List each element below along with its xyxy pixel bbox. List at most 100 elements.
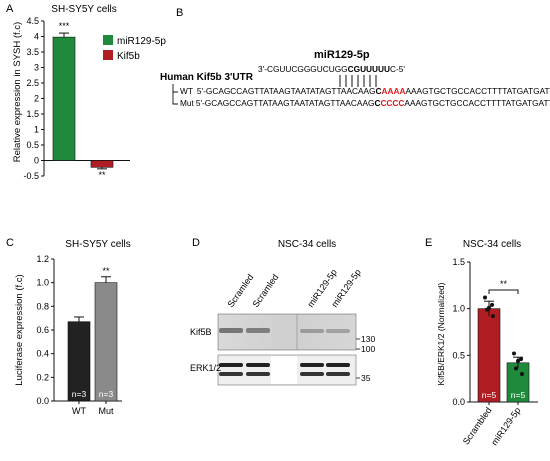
mut-seq-site: CCCC bbox=[380, 98, 404, 108]
panel-a-sig-2: ** bbox=[98, 170, 106, 180]
kif5b-band-lane-2 bbox=[246, 328, 270, 333]
mirna-seq-prefix: 3'-CGUUCGGGUCUGG bbox=[258, 64, 348, 74]
panel-c-n-label-1: n=3 bbox=[72, 389, 87, 399]
panel-e-n-label-1: n=5 bbox=[482, 390, 497, 400]
wt-seq-prefix: 5'-GCAGCCAGTTATAAGTAATATAGTTAACAAG bbox=[197, 86, 376, 96]
marker-130-label: 130 bbox=[361, 334, 375, 344]
mut-seq-prefix: 5'-GCAGCCAGTTATAAGTAATATAGTTAACAAG bbox=[196, 98, 375, 108]
wt-label: WT bbox=[180, 86, 193, 96]
panel-e-title: NSC-34 cells bbox=[463, 239, 521, 250]
panel-c-y-tick-label: 1.2 bbox=[36, 254, 49, 264]
panel-c-y-tick-label: 0.8 bbox=[36, 301, 49, 311]
panel-a-y-tick-label: 2 bbox=[34, 94, 39, 104]
panel-e-point-1-1 bbox=[483, 295, 487, 300]
mut-label: Mut bbox=[180, 98, 195, 108]
kif5b-band-lane-1 bbox=[219, 328, 243, 333]
pairing-ticks bbox=[339, 75, 377, 87]
panel-e-point-2-2 bbox=[519, 357, 523, 362]
panel-d-western-blot: NSC-34 cells Scramled Scramled miR129-5p… bbox=[190, 239, 375, 386]
panel-e-point-2-4 bbox=[520, 372, 524, 376]
panel-c-y-tick-label: 0.6 bbox=[36, 325, 49, 335]
panel-e-x-tick-label-2: miR129-5p bbox=[489, 405, 522, 447]
panel-e-y-tick-label: 0.5 bbox=[452, 350, 465, 360]
panel-a-y-tick-label: 0.5 bbox=[26, 140, 39, 150]
panel-e-x-tick-label-1: Scrambled bbox=[461, 405, 494, 446]
panel-letter-a: A bbox=[6, 3, 14, 15]
utr-title: Human Kif5b 3'UTR bbox=[160, 72, 254, 83]
mut-sequence-row: Mut 5'-GCAGCCAGTTATAAGTAATATAGTTAACAAG CCC… bbox=[180, 98, 550, 108]
panel-a-y-tick-label: 3.5 bbox=[26, 47, 39, 57]
panel-c-y-tick-label: 0.0 bbox=[36, 396, 49, 406]
wt-seq-bold: C bbox=[376, 86, 382, 96]
marker-100-label: 100 bbox=[361, 344, 375, 354]
mirna-seq-seed: CGUUUUU bbox=[348, 64, 390, 74]
panel-e-bar-1 bbox=[477, 308, 501, 403]
panel-a-sig-1: *** bbox=[59, 21, 70, 31]
wt-seq-suffix: AAAGTGCTGCCACCTTTTATGATGATTTTC-3' bbox=[405, 86, 550, 96]
erk1-band-lane-3 bbox=[300, 363, 324, 367]
legend-label-mir129: miR129-5p bbox=[117, 36, 166, 47]
panel-a-y-tick-label: 0 bbox=[34, 156, 39, 166]
panel-c-title: SH-SY5Y cells bbox=[65, 239, 130, 250]
mut-seq-suffix: AAAGTGCTGCCACCTTTTATGATGATTTTC-3' bbox=[404, 98, 550, 108]
panel-e-y-tick-label: 1.5 bbox=[452, 257, 465, 267]
panel-e-point-2-5 bbox=[516, 358, 520, 363]
marker-35-label: 35 bbox=[361, 373, 371, 383]
panel-a-y-tick-label: 3 bbox=[34, 63, 39, 73]
kif5b-band-lane-4 bbox=[326, 329, 350, 333]
panel-a-y-tick-label: 4 bbox=[34, 32, 39, 42]
panel-letter-b: B bbox=[176, 7, 183, 19]
mirna-seq-suffix: C-5' bbox=[390, 64, 405, 74]
panel-c-sig-2: ** bbox=[102, 266, 110, 276]
panel-c-n-label-2: n=3 bbox=[99, 389, 114, 399]
panel-e-point-2-1 bbox=[512, 351, 516, 356]
panel-b-sequence-alignment: miR129-5p 3'-CGUUCGGGUCUGGCGUUUUUC-5' Hu… bbox=[160, 49, 550, 108]
panel-a-y-tick-label: 1.5 bbox=[26, 109, 39, 119]
panel-a-y-tick-label: 4.5 bbox=[26, 16, 39, 26]
kif5b-label: Kif5B bbox=[190, 327, 212, 337]
utr-bracket bbox=[172, 84, 178, 105]
panel-a-axis: -0.5 0 0.5 1 1.5 2 2.5 3 3.5 4 4.5 bbox=[23, 16, 130, 181]
erk1-band-lane-4 bbox=[326, 363, 350, 367]
panel-a-bar-1 bbox=[52, 36, 76, 161]
legend-label-kif5b: Kif5b bbox=[117, 51, 140, 62]
kif5b-band-lane-3 bbox=[300, 329, 324, 333]
erk2-band-lane-1 bbox=[219, 372, 243, 376]
erk2-band-lane-2 bbox=[246, 372, 270, 376]
panel-e-sig-bracket bbox=[488, 289, 519, 294]
panel-e-y-tick-label: 0.0 bbox=[452, 397, 465, 407]
mirna-sequence: 3'-CGUUCGGGUCUGGCGUUUUUC-5' bbox=[258, 64, 405, 74]
panel-a-bar-2 bbox=[90, 160, 114, 168]
erk1-band-lane-2 bbox=[246, 363, 270, 367]
panel-letter-d: D bbox=[192, 237, 200, 249]
wt-seq-site: AAAA bbox=[382, 86, 406, 96]
legend-swatch-mir129 bbox=[103, 35, 113, 45]
panel-e-point-1-2 bbox=[490, 302, 494, 307]
legend-swatch-kif5b bbox=[103, 50, 113, 60]
erk2-band-lane-3 bbox=[300, 372, 324, 376]
panel-d-title: NSC-34 cells bbox=[278, 239, 336, 250]
erk-label: ERK1/2 bbox=[190, 363, 221, 373]
panel-a-bars: ***** bbox=[52, 21, 114, 180]
panel-c-y-tick-label: 0.4 bbox=[36, 349, 49, 359]
panel-e-point-2-3 bbox=[514, 366, 518, 371]
erk1-band-lane-1 bbox=[219, 363, 243, 367]
panel-a-y-tick-label: 2.5 bbox=[26, 78, 39, 88]
panel-a-chart: SH-SY5Y cells Relative expression in SYS… bbox=[12, 4, 166, 181]
panel-a-title: SH-SY5Y cells bbox=[51, 4, 116, 15]
panel-c-x-tick-label-1: WT bbox=[72, 406, 86, 416]
panel-c-bars: n=3 WT ** n=3 Mut bbox=[67, 266, 118, 416]
mirna-name: miR129-5p bbox=[314, 49, 370, 61]
panel-e-y-tick-label: 1.0 bbox=[452, 304, 465, 314]
wt-sequence-row: WT 5'-GCAGCCAGTTATAAGTAATATAGTTAACAAGCAAA… bbox=[180, 86, 550, 96]
panel-a-y-tick-label: -0.5 bbox=[23, 171, 39, 181]
panel-e-ylabel: Kif5B/ERK1/2 (Normalized) bbox=[436, 282, 446, 385]
panel-e-point-1-5 bbox=[487, 305, 491, 310]
panel-e-chart: NSC-34 cells Kif5B/ERK1/2 (Normalized) 0… bbox=[436, 239, 538, 447]
panel-c-x-tick-label-2: Mut bbox=[98, 406, 114, 416]
panel-e-bars: n=5 Scrambled n=5 miR129-5p ** bbox=[461, 279, 530, 447]
panel-c-y-tick-label: 0.2 bbox=[36, 372, 49, 382]
panel-c-chart: SH-SY5Y cells Luciferase expression (f.c… bbox=[14, 239, 131, 416]
panel-letter-c: C bbox=[6, 237, 14, 249]
